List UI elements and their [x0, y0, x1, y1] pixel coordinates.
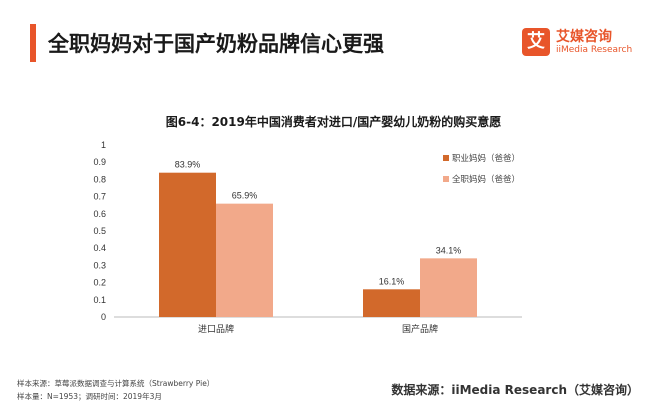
- x-category-label: 国产品牌: [402, 323, 438, 334]
- y-tick-label: 1: [101, 140, 106, 150]
- y-tick-label: 0.2: [93, 278, 106, 288]
- footer-sample-size: 样本量：N=1953；调研时间：2019年3月: [17, 392, 162, 401]
- logo-english-name: iiMedia Research: [556, 45, 633, 55]
- brand-logo: 艾 艾媒咨询 iiMedia Research: [522, 28, 642, 60]
- legend-label: 职业妈妈（爸爸）: [452, 153, 520, 163]
- y-tick-label: 0: [101, 312, 106, 322]
- y-tick-label: 0.3: [93, 260, 106, 270]
- y-tick-label: 0.1: [93, 295, 106, 305]
- bar-data-label: 16.1%: [379, 276, 405, 286]
- x-category-label: 进口品牌: [198, 323, 234, 334]
- y-tick-label: 0.9: [93, 157, 106, 167]
- y-tick-label: 0.8: [93, 174, 106, 184]
- y-tick-label: 0.6: [93, 209, 106, 219]
- bar-data-label: 65.9%: [232, 191, 258, 201]
- bar: [216, 203, 273, 317]
- bar-data-label: 34.1%: [436, 245, 462, 255]
- y-tick-label: 0.5: [93, 226, 106, 236]
- bar-data-label: 83.9%: [175, 160, 201, 170]
- title-accent-bar: [30, 24, 36, 62]
- bar: [420, 258, 477, 317]
- legend-swatch: [443, 176, 449, 182]
- page-title: 全职妈妈对于国产奶粉品牌信心更强: [48, 32, 384, 56]
- bar: [363, 289, 420, 317]
- legend-label: 全职妈妈（爸爸）: [452, 174, 520, 184]
- footer-data-source: 数据来源：iiMedia Research（艾媒咨询）: [391, 383, 639, 397]
- chart-title: 图6-4：2019年中国消费者对进口/国产婴幼儿奶粉的购买意愿: [165, 115, 502, 129]
- logo-chinese-name: 艾媒咨询: [556, 29, 612, 45]
- legend-swatch: [443, 155, 449, 161]
- y-tick-label: 0.7: [93, 192, 106, 202]
- bar: [159, 172, 216, 317]
- y-tick-label: 0.4: [93, 243, 106, 253]
- logo-mark-icon: 艾: [522, 28, 550, 56]
- footer-sample-source: 样本来源：草莓派数据调查与计算系统（Strawberry Pie）: [17, 379, 215, 388]
